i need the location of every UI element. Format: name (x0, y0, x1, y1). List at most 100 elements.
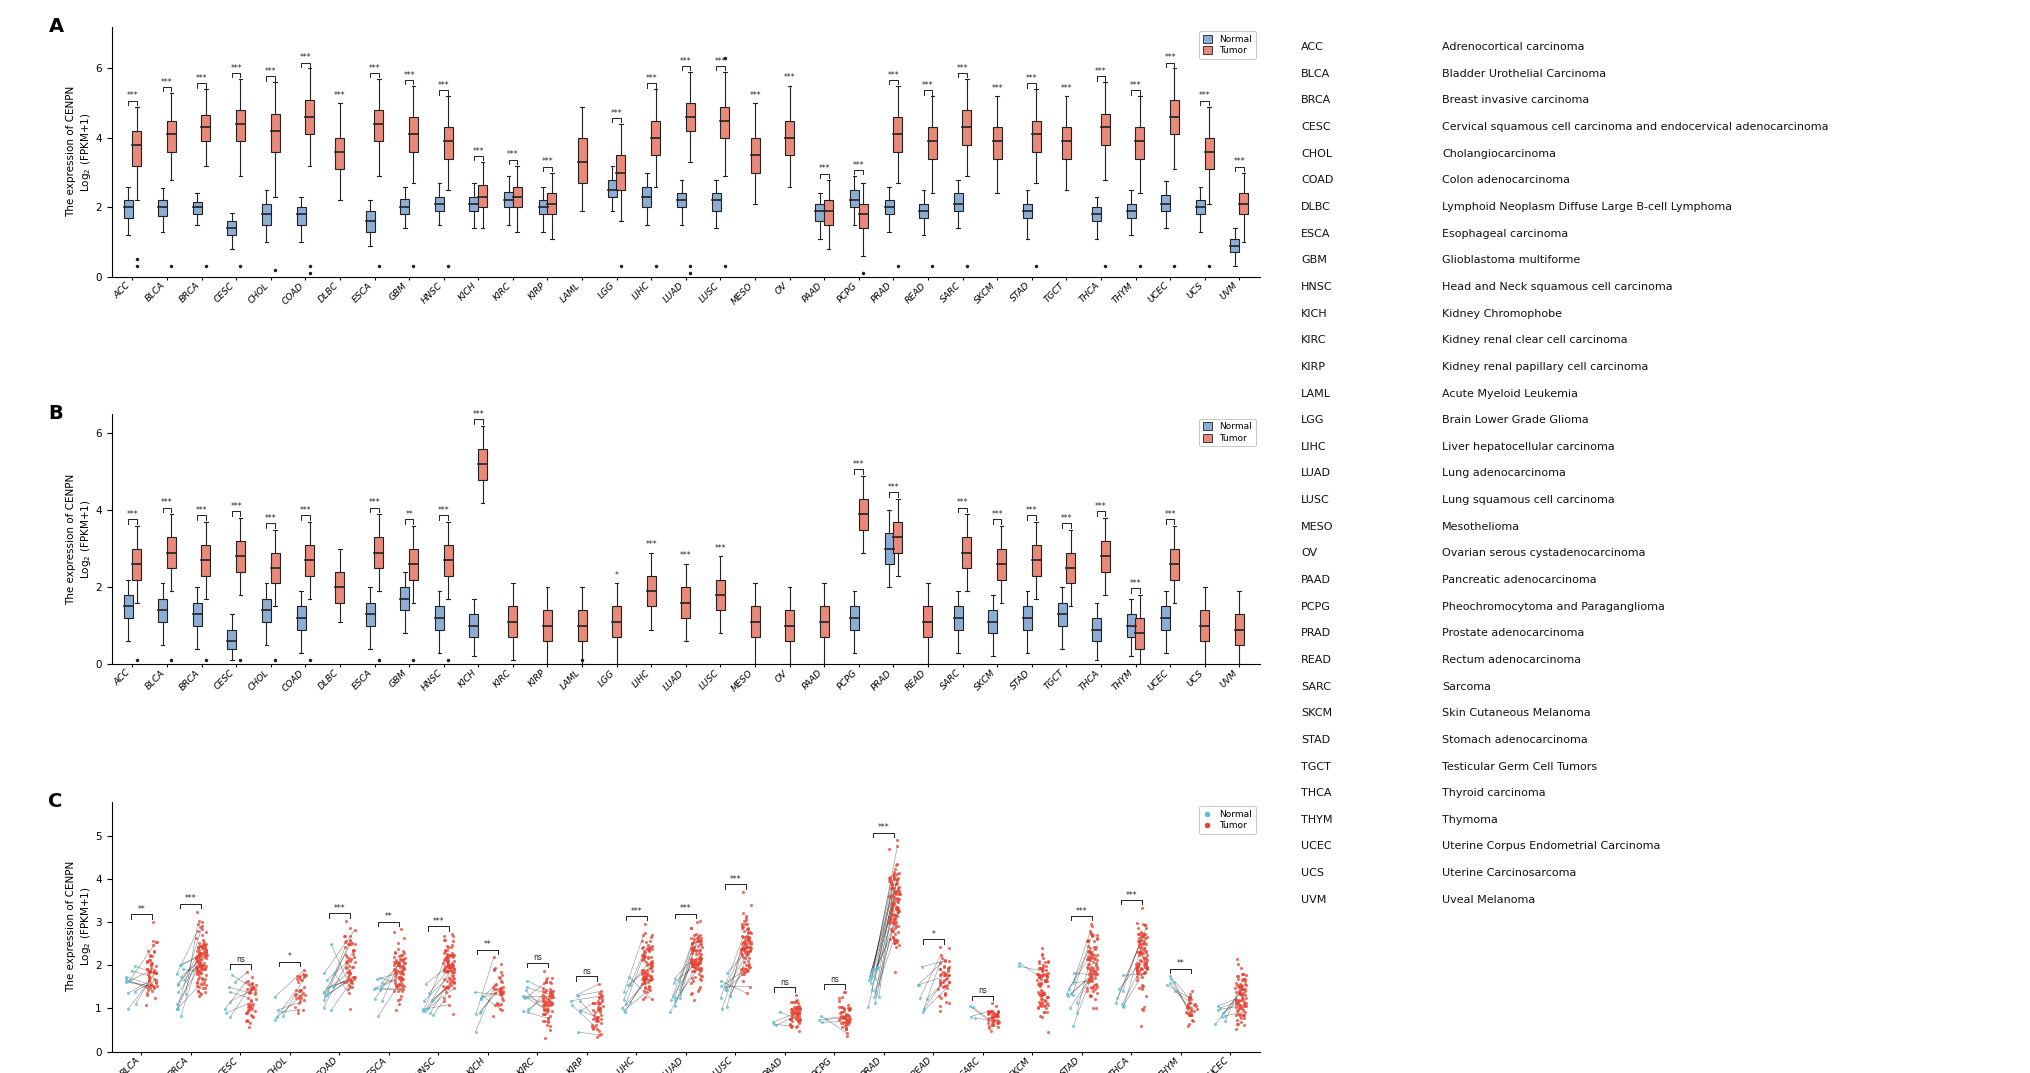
Point (317, 978, 349, 995)
Point (978, 1006, 1011, 1024)
Point (378, 949, 410, 966)
Point (235, 981, 268, 998)
Text: A: A (49, 17, 63, 35)
Point (432, 953, 465, 970)
Point (627, 961, 660, 979)
Point (877, 929, 909, 946)
Point (629, 971, 662, 988)
Point (733, 932, 765, 950)
Point (1228, 994, 1261, 1011)
Point (1202, 1001, 1234, 1018)
Point (907, 1001, 940, 1018)
Point (733, 920, 765, 937)
Text: Sarcoma: Sarcoma (1441, 681, 1490, 692)
Point (467, 987, 499, 1004)
Point (181, 902, 213, 920)
Point (1027, 985, 1060, 1002)
Bar (374, 538, 384, 568)
Point (875, 899, 907, 916)
Point (191, 958, 223, 975)
Point (775, 1004, 808, 1021)
Point (627, 945, 660, 962)
Point (682, 950, 715, 967)
Point (879, 911, 911, 928)
Point (729, 934, 761, 951)
Point (875, 901, 907, 918)
Point (676, 936, 708, 953)
Point (183, 957, 215, 974)
Point (185, 938, 217, 955)
Point (1023, 959, 1056, 976)
Bar (1023, 204, 1031, 218)
Point (1025, 982, 1058, 999)
Point (859, 986, 891, 1003)
Point (727, 915, 759, 932)
Point (426, 955, 459, 972)
Point (331, 973, 363, 990)
Point (579, 1013, 611, 1030)
Point (526, 1005, 558, 1023)
Text: ns: ns (978, 986, 987, 995)
Point (1123, 955, 1155, 972)
Point (926, 966, 958, 983)
Bar (579, 611, 587, 641)
Point (183, 944, 215, 961)
Text: ***: *** (646, 74, 658, 83)
Bar (786, 611, 794, 641)
Text: PAAD: PAAD (1301, 575, 1332, 585)
Point (335, 971, 367, 988)
Point (684, 951, 717, 968)
Point (183, 962, 215, 980)
Bar (579, 138, 587, 183)
Point (380, 979, 412, 996)
Point (1220, 980, 1253, 997)
Bar (1092, 207, 1100, 221)
Bar (1062, 128, 1072, 159)
Point (954, 1008, 987, 1025)
Point (282, 987, 315, 1004)
Point (629, 967, 662, 984)
Point (873, 909, 905, 926)
Point (978, 1012, 1011, 1029)
Point (853, 998, 885, 1015)
Point (1224, 984, 1257, 1001)
Point (674, 953, 706, 970)
Point (231, 964, 264, 981)
Point (430, 949, 463, 966)
Point (331, 952, 363, 969)
Point (528, 991, 560, 1009)
Point (1072, 980, 1104, 997)
Point (530, 988, 562, 1005)
Point (1125, 966, 1157, 983)
Point (727, 934, 759, 951)
Text: ESCA: ESCA (1301, 229, 1332, 238)
Text: Pancreatic adenocarcinoma: Pancreatic adenocarcinoma (1441, 575, 1596, 585)
Point (329, 939, 361, 956)
Point (1072, 983, 1104, 1000)
Text: Bladder Urothelial Carcinoma: Bladder Urothelial Carcinoma (1441, 69, 1606, 78)
Point (631, 949, 664, 966)
Point (560, 986, 593, 1003)
Point (881, 856, 914, 873)
Point (388, 981, 420, 998)
Point (1123, 932, 1155, 950)
Point (581, 1009, 613, 1026)
Point (386, 965, 418, 982)
Point (678, 991, 710, 1009)
Point (309, 991, 341, 1009)
Text: ***: *** (1165, 54, 1175, 62)
Point (881, 869, 914, 886)
Point (384, 969, 416, 986)
Point (828, 1013, 861, 1030)
Point (134, 952, 166, 969)
Text: PCPG: PCPG (1301, 602, 1332, 612)
Point (191, 976, 223, 994)
Point (1127, 936, 1159, 953)
Point (930, 966, 962, 983)
Point (231, 999, 264, 1016)
Point (1078, 951, 1110, 968)
Point (631, 967, 664, 984)
Point (1025, 993, 1058, 1010)
Point (337, 958, 369, 975)
Point (1129, 925, 1161, 942)
